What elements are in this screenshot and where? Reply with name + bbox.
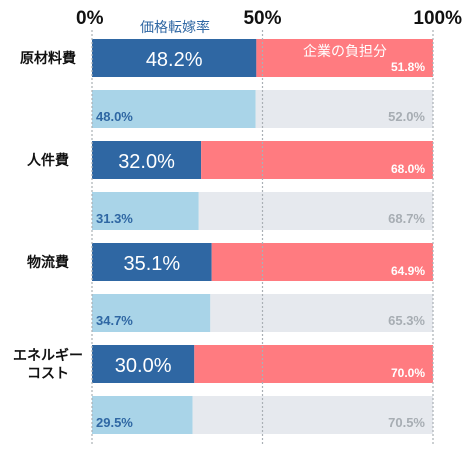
data-label-burden: 68.0% (391, 162, 425, 176)
bar-segment-pass-through (92, 396, 193, 434)
data-label-burden: 52.0% (388, 109, 425, 124)
bar-segment-pass-through (92, 192, 199, 230)
data-label-pass-through: 32.0% (118, 151, 175, 173)
x-tick-label: 0% (76, 8, 104, 29)
bar-segment-pass-through (92, 39, 257, 77)
bar-segment-pass-through (92, 141, 202, 179)
series-label-burden: 企業の負担分 (303, 43, 387, 59)
data-label-burden: 70.0% (391, 366, 425, 380)
bar-segment-burden (194, 345, 433, 383)
bar-segment-burden (255, 90, 433, 128)
bar-segment-pass-through (92, 345, 195, 383)
category-label: 人件費 (27, 152, 69, 168)
data-label-burden: 65.3% (388, 313, 425, 328)
bar-segment-burden (198, 192, 433, 230)
category-label: 原材料費 (20, 50, 76, 66)
bar-segment-burden (192, 396, 433, 434)
data-label-pass-through: 30.0% (115, 355, 172, 377)
data-label-burden: 68.7% (388, 211, 425, 226)
data-label-pass-through: 34.7% (96, 313, 133, 328)
data-label-pass-through: 48.0% (96, 109, 133, 124)
data-label-pass-through: 29.5% (96, 415, 133, 430)
x-tick-label: 100% (413, 8, 462, 29)
series-label-pass-through: 価格転嫁率 (140, 19, 210, 35)
bar-segment-burden (201, 141, 433, 179)
bar-segment-pass-through (92, 243, 212, 281)
data-label-pass-through: 31.3% (96, 211, 133, 226)
bar-segment-burden (210, 294, 433, 332)
data-label-burden: 51.8% (391, 60, 425, 74)
category-label: 物流費 (27, 254, 69, 270)
data-label-burden: 64.9% (391, 264, 425, 278)
data-label-pass-through: 48.2% (146, 49, 203, 71)
bar-segment-burden (256, 39, 433, 77)
bar-segment-pass-through (92, 90, 256, 128)
bar-segment-burden (211, 243, 433, 281)
category-label: コスト (27, 365, 69, 381)
data-label-burden: 70.5% (388, 415, 425, 430)
category-label: エネルギー (13, 347, 83, 363)
x-tick-label: 50% (243, 8, 281, 29)
bar-segment-pass-through (92, 294, 211, 332)
data-label-pass-through: 35.1% (123, 253, 180, 275)
